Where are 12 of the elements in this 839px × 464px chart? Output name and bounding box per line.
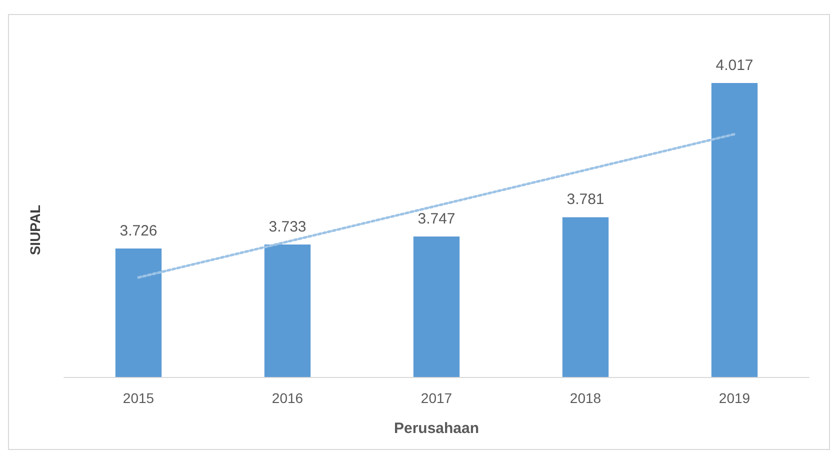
x-tick-label: 2018	[570, 390, 602, 406]
data-label: 3.747	[418, 210, 456, 228]
x-axis-title: Perusahaan	[394, 420, 480, 437]
x-tick-label: 2015	[122, 390, 154, 406]
x-tick-label: 2019	[718, 390, 750, 406]
y-axis-title: SIUPAL	[27, 204, 43, 256]
data-label: 3.733	[268, 218, 306, 236]
data-label: 3.726	[120, 222, 158, 240]
data-label: 3.781	[566, 191, 604, 208]
data-label: 4.017	[716, 57, 754, 74]
x-tick-label: 2017	[420, 390, 452, 406]
x-tick-label: 2016	[272, 390, 304, 406]
